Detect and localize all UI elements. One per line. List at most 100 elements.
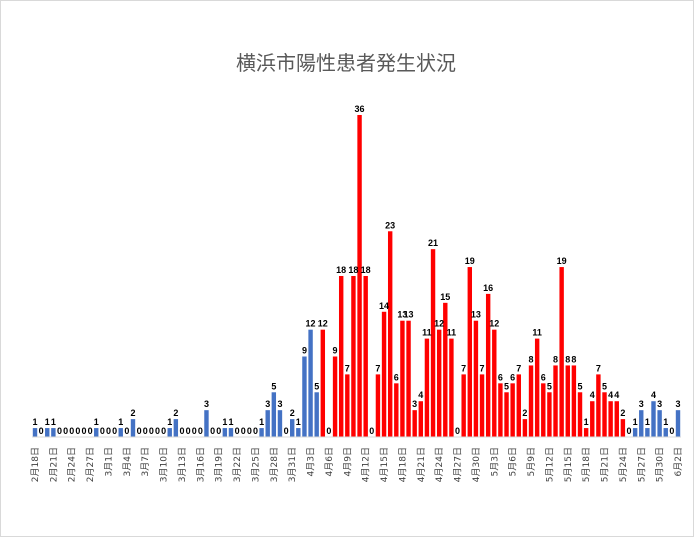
value-label-day-34: 0 bbox=[241, 426, 246, 436]
value-label-day-49: 9 bbox=[333, 346, 338, 356]
value-label-day-67: 15 bbox=[440, 292, 450, 302]
x-tick-label-16: 4月6日 bbox=[324, 447, 335, 476]
value-label-day-9: 0 bbox=[88, 426, 93, 436]
value-label-day-50: 18 bbox=[336, 265, 346, 275]
x-tick-label-28: 5月12日 bbox=[544, 447, 555, 482]
value-label-day-11: 0 bbox=[100, 426, 105, 436]
bars-group bbox=[32, 115, 681, 437]
bar-day-10 bbox=[94, 428, 99, 437]
value-label-day-56: 7 bbox=[375, 363, 380, 373]
bar-day-83 bbox=[541, 383, 546, 437]
x-tick-label-7: 3月10日 bbox=[159, 447, 170, 482]
bar-day-56 bbox=[375, 374, 381, 437]
value-label-day-65: 21 bbox=[428, 238, 438, 248]
bar-day-44 bbox=[302, 356, 307, 437]
x-tick-labels-group: 2月18日 2月21日 2月24日 2月27日 3月1日 3月4日 3月7日 3月10日 3月1… bbox=[30, 447, 684, 482]
value-label-day-98: 1 bbox=[633, 417, 638, 427]
value-label-day-26: 0 bbox=[192, 426, 197, 436]
value-label-day-81: 8 bbox=[529, 354, 534, 364]
value-label-day-12: 0 bbox=[106, 426, 111, 436]
value-label-day-68: 11 bbox=[447, 328, 457, 338]
value-label-day-32: 1 bbox=[228, 417, 233, 427]
value-label-day-29: 0 bbox=[210, 426, 215, 436]
x-tick-label-18: 4月12日 bbox=[361, 447, 372, 482]
x-tick-label-27: 5月9日 bbox=[526, 447, 537, 476]
value-label-day-61: 13 bbox=[404, 310, 414, 320]
bar-day-60 bbox=[400, 320, 405, 437]
x-tick-label-20: 4月18日 bbox=[397, 447, 408, 482]
bar-day-59 bbox=[394, 383, 399, 437]
bar-day-80 bbox=[522, 419, 528, 437]
value-label-day-36: 0 bbox=[253, 426, 258, 436]
bar-day-28 bbox=[204, 410, 209, 437]
bar-day-79 bbox=[516, 374, 521, 437]
value-label-day-99: 3 bbox=[639, 399, 644, 409]
bar-day-23 bbox=[173, 419, 179, 437]
value-label-day-90: 1 bbox=[584, 417, 589, 427]
bar-day-63 bbox=[418, 401, 424, 437]
value-label-day-82: 11 bbox=[532, 328, 542, 338]
value-label-day-20: 0 bbox=[155, 426, 160, 436]
bar-day-88 bbox=[571, 365, 577, 437]
value-label-day-21: 0 bbox=[161, 426, 166, 436]
x-tick-label-14: 3月31日 bbox=[287, 447, 298, 482]
value-label-day-97: 0 bbox=[627, 426, 632, 436]
x-tick-label-34: 5月30日 bbox=[655, 447, 666, 482]
value-label-day-66: 12 bbox=[434, 319, 444, 329]
bar-day-98 bbox=[632, 428, 638, 437]
x-tick-label-31: 5月21日 bbox=[600, 447, 611, 482]
value-label-day-64: 11 bbox=[422, 328, 432, 338]
value-label-day-103: 1 bbox=[663, 417, 668, 427]
bar-day-84 bbox=[547, 392, 552, 437]
x-tick-label-21: 4月21日 bbox=[416, 447, 427, 482]
value-label-day-95: 4 bbox=[614, 390, 619, 400]
value-label-day-31: 1 bbox=[222, 417, 227, 427]
value-label-day-75: 12 bbox=[489, 319, 499, 329]
value-label-day-2: 1 bbox=[45, 417, 50, 427]
value-label-day-6: 0 bbox=[69, 426, 74, 436]
value-label-day-42: 2 bbox=[290, 408, 295, 418]
bar-day-92 bbox=[596, 374, 601, 437]
value-label-day-84: 5 bbox=[547, 381, 552, 391]
value-label-day-54: 18 bbox=[361, 265, 371, 275]
bar-day-53 bbox=[357, 115, 362, 437]
bar-day-49 bbox=[332, 356, 338, 437]
bar-day-38 bbox=[265, 410, 270, 437]
value-label-day-85: 8 bbox=[553, 354, 558, 364]
x-tick-label-32: 5月24日 bbox=[618, 447, 629, 482]
bar-day-100 bbox=[645, 428, 650, 437]
value-label-day-14: 1 bbox=[118, 417, 123, 427]
value-label-day-78: 6 bbox=[510, 372, 515, 382]
bar-day-74 bbox=[485, 293, 491, 437]
bar-day-43 bbox=[296, 428, 301, 437]
x-tick-label-30: 5月18日 bbox=[581, 447, 592, 482]
bar-day-99 bbox=[639, 410, 644, 437]
value-label-day-58: 23 bbox=[385, 220, 395, 230]
value-label-day-53: 36 bbox=[355, 104, 365, 114]
value-label-day-69: 0 bbox=[455, 426, 460, 436]
bar-day-81 bbox=[528, 365, 534, 437]
value-label-day-13: 0 bbox=[112, 426, 117, 436]
value-label-day-0: 1 bbox=[32, 417, 37, 427]
value-label-day-101: 4 bbox=[651, 390, 656, 400]
x-tick-label-25: 5月3日 bbox=[489, 447, 500, 476]
value-label-day-91: 4 bbox=[590, 390, 595, 400]
bar-day-105 bbox=[675, 410, 681, 437]
bar-day-42 bbox=[290, 419, 295, 437]
value-label-day-87: 8 bbox=[565, 354, 570, 364]
bar-day-54 bbox=[363, 276, 368, 437]
bar-day-50 bbox=[338, 276, 344, 437]
bar-day-72 bbox=[473, 320, 479, 437]
value-label-day-89: 5 bbox=[578, 381, 583, 391]
bar-day-66 bbox=[436, 329, 442, 437]
bar-day-89 bbox=[577, 392, 583, 437]
bar-day-67 bbox=[443, 302, 448, 437]
bar-day-96 bbox=[620, 419, 626, 437]
value-label-day-70: 7 bbox=[461, 363, 466, 373]
x-tick-label-24: 4月30日 bbox=[471, 447, 482, 482]
value-label-day-41: 0 bbox=[284, 426, 289, 436]
bar-day-87 bbox=[565, 365, 570, 437]
value-label-day-33: 0 bbox=[235, 426, 240, 436]
bar-day-101 bbox=[651, 401, 656, 437]
value-label-day-92: 7 bbox=[596, 363, 601, 373]
